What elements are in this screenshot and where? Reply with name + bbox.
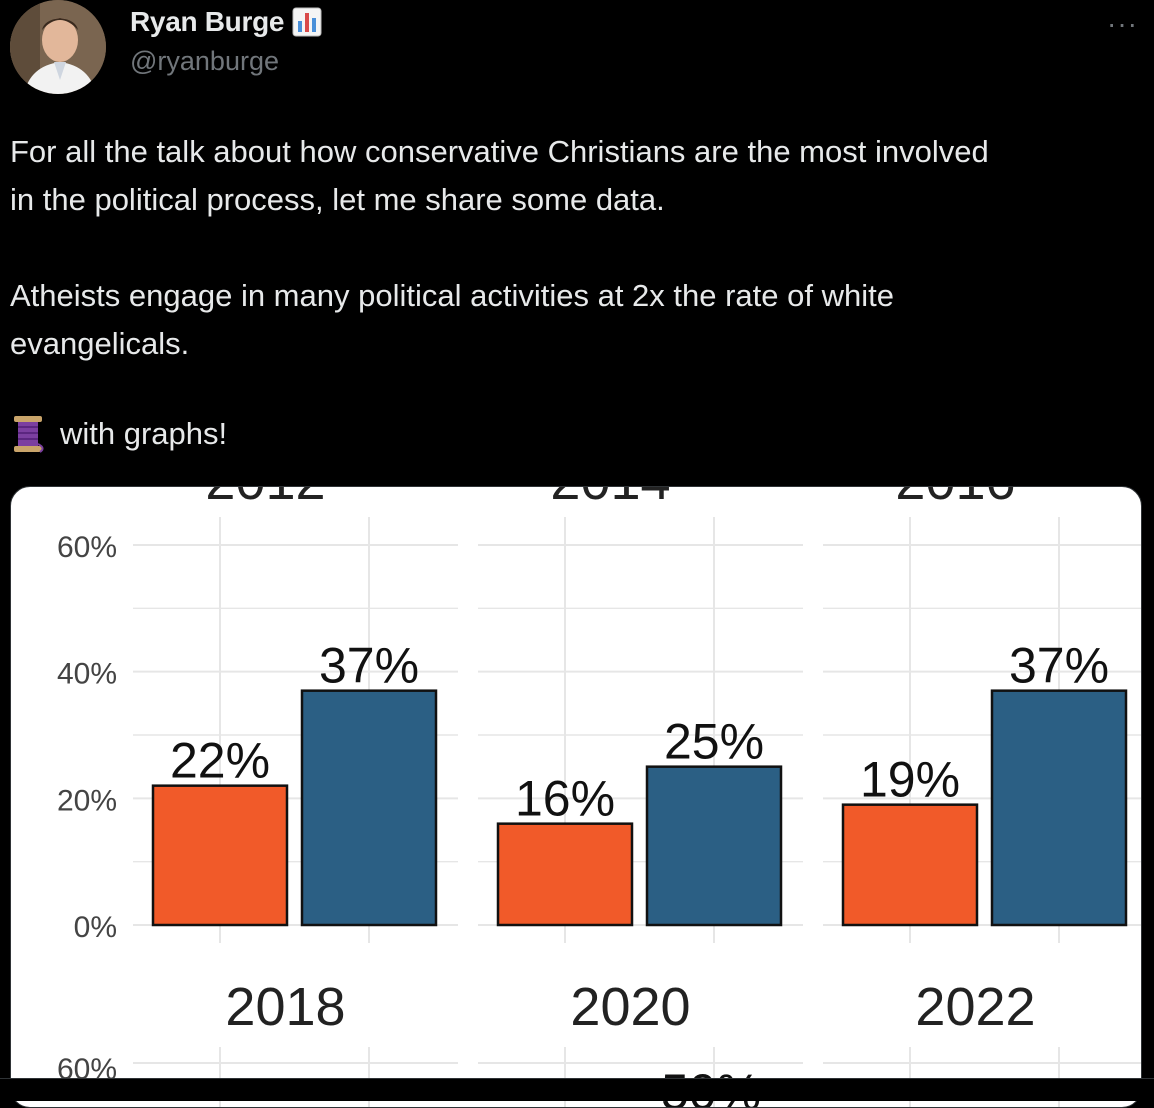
panel-bottom-label: 2018	[225, 977, 345, 1037]
tweet-text: For all the talk about how conservative …	[10, 134, 989, 361]
y-tick-label: 40%	[57, 658, 117, 691]
panel-bottom-label: 2020	[570, 977, 690, 1037]
bar-chart: 60% 40% 20% 0% 2012 22% 37% 2018 2014 16% 25% 2020 2…	[57, 487, 1141, 1107]
bar-data-label: 16%	[515, 771, 615, 827]
user-handle[interactable]: @ryanburge	[130, 46, 279, 76]
avatar[interactable]	[10, 0, 106, 94]
more-dots-icon[interactable]: ···	[1107, 8, 1138, 39]
bottom-bar	[0, 1078, 1154, 1101]
bar-orange	[151, 784, 289, 927]
bar-data-label: 25%	[664, 714, 764, 770]
chart-image-card[interactable]: 60% 40% 20% 0% 2012 22% 37% 2018 2014 16% 25% 2020 2…	[10, 486, 1142, 1108]
y-tick-label: 20%	[57, 784, 117, 817]
y-tick-label: 0%	[74, 911, 117, 944]
bar-chart-icon	[292, 7, 322, 37]
y-tick-label: 60%	[57, 531, 117, 564]
panel-top-label: 2014	[550, 487, 670, 511]
display-name[interactable]: Ryan Burge	[130, 6, 285, 37]
bar-blue	[300, 689, 438, 927]
bar-blue	[645, 765, 783, 927]
bar-blue	[990, 689, 1128, 927]
bar-orange	[496, 822, 634, 927]
panel-top-label: 2016	[895, 487, 1015, 511]
spool-of-thread-icon	[14, 416, 44, 453]
bar-data-label: 22%	[170, 733, 270, 789]
thread-text: with graphs!	[60, 416, 228, 451]
bar-orange	[841, 803, 979, 927]
thread-line: with graphs!	[10, 414, 227, 454]
panel-top-label: 2012	[205, 487, 325, 511]
bar-data-label: 19%	[860, 752, 960, 808]
bar-data-label: 37%	[1009, 638, 1109, 694]
bar-data-label: 37%	[319, 638, 419, 694]
panel-bottom-label: 2022	[915, 977, 1035, 1037]
